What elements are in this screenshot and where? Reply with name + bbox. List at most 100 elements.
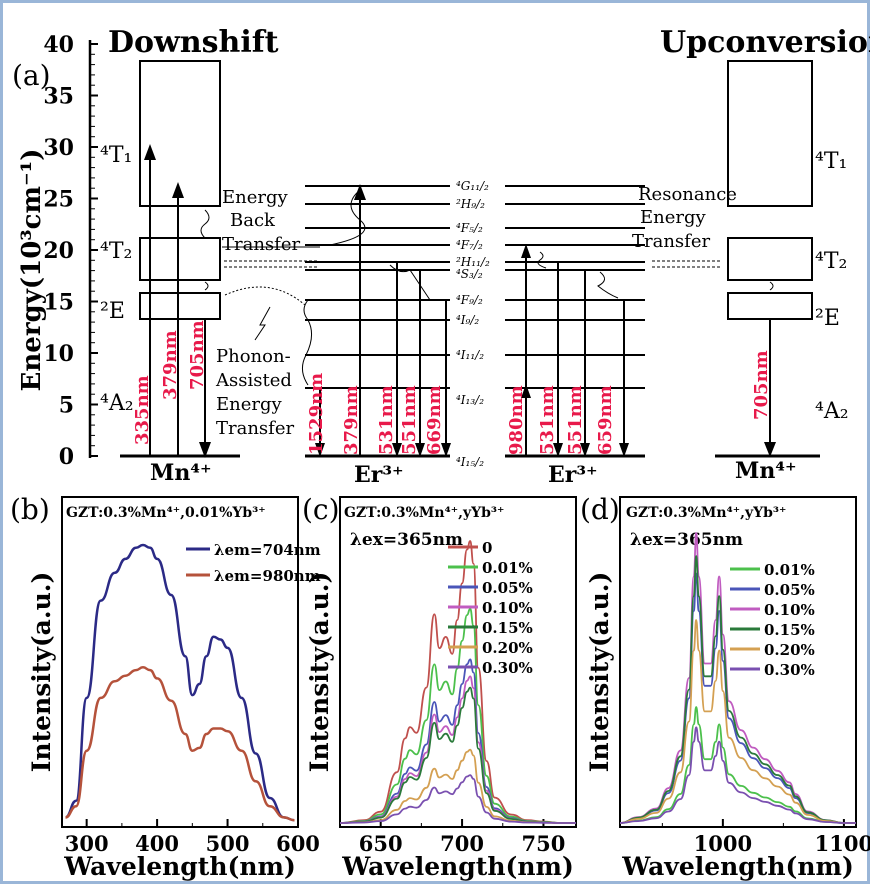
panel-d: 1000 1100 (d) GZT:0.3%Mn⁴⁺,yYb³⁺ Wavelength(… xyxy=(580,493,870,881)
mn-705-label: 705nm xyxy=(187,320,208,390)
er-531-label: 531nm xyxy=(376,385,397,455)
legend-label: 0.01% xyxy=(482,559,533,577)
series-line xyxy=(619,555,856,824)
series-line xyxy=(619,572,856,824)
ion-mn-left: Mn⁴⁺ xyxy=(150,460,212,486)
downshift-title: Downshift xyxy=(108,25,279,60)
mn-right-4T1-label: ⁴T₁ xyxy=(815,149,847,174)
ret-label-2: Energy xyxy=(640,207,707,228)
panel-title: GZT:0.3%Mn⁴⁺,yYb³⁺ xyxy=(344,505,504,521)
legend-label: 0.05% xyxy=(482,579,533,597)
series-line xyxy=(65,666,295,822)
legend-label: 0.05% xyxy=(764,581,815,599)
paet-label-2: Assisted xyxy=(215,370,292,391)
panel-c: 650 700 750 (c) GZT:0.3%Mn⁴⁺,yYb³⁺ Wavelength… xyxy=(302,493,577,881)
ebt-label-3: Transfer xyxy=(222,234,300,255)
x-axis-label: Wavelength(nm) xyxy=(621,852,854,881)
mn-335-label: 335nm xyxy=(132,375,153,445)
er-r-relax-2 xyxy=(597,271,619,299)
mn-right-4T2-box xyxy=(727,237,813,281)
mn-left-4T1-box xyxy=(139,60,221,207)
plot-frame xyxy=(619,496,857,828)
paet-label-4: Transfer xyxy=(216,418,294,439)
series-line xyxy=(339,774,576,824)
mn-right-4T1-box xyxy=(727,60,813,207)
er-level-label: ⁴F₇/₂ xyxy=(456,238,483,252)
series-line xyxy=(619,619,856,824)
er-r-relax-1 xyxy=(537,251,547,269)
series-line xyxy=(339,540,576,824)
er-level-label: ⁴I₁₃/₂ xyxy=(456,393,484,407)
er-left-levels xyxy=(305,185,450,458)
plot-frame xyxy=(339,496,577,828)
panel-b: 300 400 500 600 (b) GZT:0.3%Mn⁴⁺,0.01%Yb³⁺ Wav… xyxy=(10,493,321,881)
x-axis-label: Wavelength(nm) xyxy=(341,852,574,881)
mn-left-4A2-label: ⁴A₂ xyxy=(100,391,134,416)
series-line xyxy=(619,726,856,824)
er-level-label: ⁴F₅/₂ xyxy=(456,221,483,235)
er-level-label: ⁴I₁₁/₂ xyxy=(456,348,484,362)
er-980-up-1-head xyxy=(521,384,531,398)
series-line xyxy=(619,532,856,824)
mn-left-4T1-label: ⁴T₁ xyxy=(100,143,132,168)
er-level-label: ⁴S₃/₂ xyxy=(456,267,483,281)
energy-tick-label: 35 xyxy=(43,84,74,110)
legend-label: λem=980nm xyxy=(214,567,321,585)
legend-label: λem=704nm xyxy=(214,541,321,559)
er-level-label: ⁴I₉/₂ xyxy=(456,313,479,327)
y-axis-label: Intensity(a.u.) xyxy=(305,572,334,773)
mn-379-arrowhead xyxy=(172,182,184,198)
panel-a-label: (a) xyxy=(12,59,51,92)
ebt-label-1: Energy xyxy=(222,187,289,208)
mn-right-2E-label: ²E xyxy=(815,306,840,331)
y-axis-label: Intensity(a.u.) xyxy=(585,572,614,773)
er-r531-head xyxy=(553,443,563,457)
series-line xyxy=(339,686,576,824)
legend-label: 0.15% xyxy=(482,619,533,637)
energy-tick-label: 40 xyxy=(43,32,74,58)
legend-label: 0.01% xyxy=(764,561,815,579)
mn-right-2E-box xyxy=(727,292,813,320)
er-r551-label: 551nm xyxy=(565,385,586,455)
energy-ticks: 0 5 10 15 20 25 30 35 40 xyxy=(43,32,98,470)
x-tick-label: 600 xyxy=(276,831,320,856)
mn-379-label: 379nm xyxy=(160,330,181,400)
energy-axis-label: Energy(10³cm⁻¹) xyxy=(17,149,47,392)
panel-label: (b) xyxy=(10,493,50,526)
er-r659-label: 659nm xyxy=(595,385,616,455)
er-669-arrowhead xyxy=(441,443,451,457)
mn-right-4A2-label: ⁴A₂ xyxy=(815,399,849,424)
er-1529-label: 1529nm xyxy=(306,373,327,455)
er-379-arrowhead xyxy=(354,184,366,200)
legend-label: 0 xyxy=(482,539,492,557)
ret-label-1: Resonance xyxy=(638,184,737,205)
energy-level-diagram: (a) Downshift Upconversion Energy(10³cm⁻… xyxy=(12,25,870,488)
mn-relax-wave-1 xyxy=(200,209,210,239)
x-axis-label: Wavelength(nm) xyxy=(63,852,296,881)
energy-tick-label: 10 xyxy=(43,341,74,367)
er-relax-wave xyxy=(329,189,366,246)
ebt-label-2: Back xyxy=(230,210,276,231)
er-relax-wave-2 xyxy=(389,264,431,301)
energy-tick-label: 25 xyxy=(43,187,74,213)
upconversion-title: Upconversion xyxy=(660,25,870,60)
panel-label: (d) xyxy=(580,493,620,526)
plot-frame xyxy=(61,496,299,828)
er-551-label: 551nm xyxy=(399,385,420,455)
er-531-arrowhead xyxy=(392,443,402,457)
excitation-annotation: λex=365nm xyxy=(350,530,463,550)
er-980-up-2-head xyxy=(521,244,531,258)
er-379-label: 379nm xyxy=(341,385,362,455)
er-level-label: ⁴F₉/₂ xyxy=(456,293,483,307)
ret-label-3: Transfer xyxy=(632,231,710,252)
mn-right-4T2-label: ⁴T₂ xyxy=(815,249,847,274)
er-level-label: ⁴G₁₁/₂ xyxy=(456,179,489,193)
mn-left-2E-box xyxy=(139,292,221,320)
energy-tick-label: 20 xyxy=(43,238,74,264)
legend-label: 0.20% xyxy=(764,641,815,659)
mn-335-arrowhead xyxy=(144,144,156,160)
er-r659-head xyxy=(619,443,629,457)
